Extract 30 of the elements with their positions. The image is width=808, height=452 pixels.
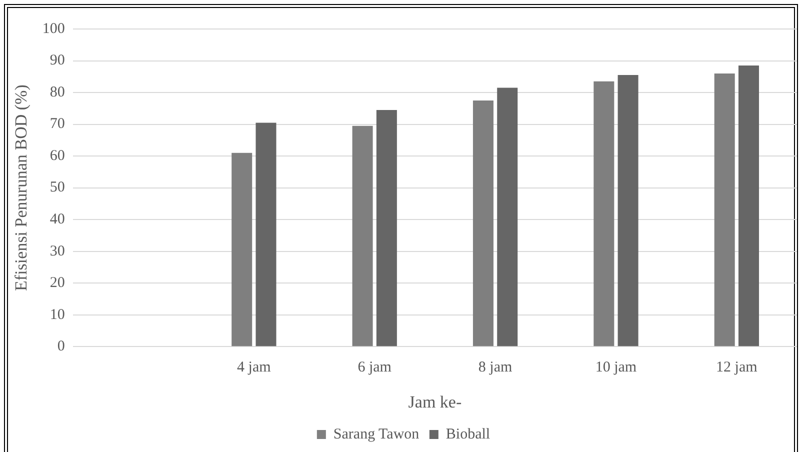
x-tick-label: 12 jam bbox=[716, 360, 758, 376]
x-tick-label: 6 jam bbox=[358, 360, 392, 376]
y-tick-label: 100 bbox=[42, 20, 65, 37]
y-tick-label: 30 bbox=[50, 243, 65, 260]
bar bbox=[376, 110, 397, 346]
legend-label: Sarang Tawon bbox=[333, 426, 420, 442]
bar bbox=[256, 122, 276, 346]
y-tick-label: 0 bbox=[57, 338, 65, 355]
x-axis-title: Jam ke- bbox=[408, 392, 462, 412]
y-tick-label: 10 bbox=[50, 306, 65, 323]
bar bbox=[232, 152, 252, 346]
bar bbox=[497, 88, 518, 346]
x-tick-label: 10 jam bbox=[595, 360, 637, 376]
bar bbox=[738, 66, 759, 346]
y-tick-label: 20 bbox=[50, 275, 65, 292]
bar bbox=[352, 126, 373, 346]
y-tick-label: 80 bbox=[50, 84, 65, 100]
y-tick-label: 90 bbox=[50, 52, 65, 69]
x-tick-label: 8 jam bbox=[478, 360, 512, 376]
bar bbox=[472, 100, 494, 346]
y-tick-label: 50 bbox=[50, 180, 65, 196]
y-axis-title: Efisiensi Penurunan BOD (%) bbox=[12, 84, 31, 291]
bar bbox=[594, 81, 614, 346]
legend-label: Bioball bbox=[446, 426, 490, 442]
y-tick-label: 70 bbox=[50, 116, 65, 132]
bar bbox=[714, 73, 735, 346]
x-tick-label: 4 jam bbox=[237, 360, 272, 376]
y-tick-label: 40 bbox=[50, 211, 65, 228]
y-tick-label: 60 bbox=[50, 148, 65, 164]
bar bbox=[618, 75, 638, 346]
